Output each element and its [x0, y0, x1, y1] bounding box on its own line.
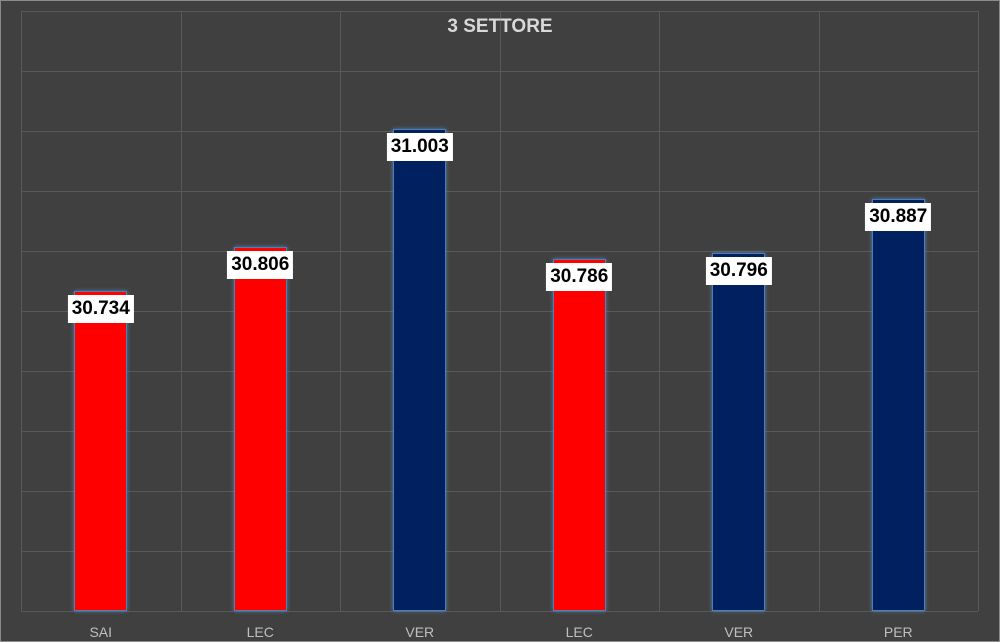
- x-tick-label: LEC: [565, 624, 593, 640]
- chart-title: 3 SETTORE: [447, 16, 553, 37]
- data-label: 31.003: [386, 133, 453, 162]
- vertical-gridline: [340, 11, 341, 611]
- horizontal-gridline: [21, 611, 978, 612]
- vertical-gridline: [659, 11, 660, 611]
- bar-ver[interactable]: [712, 253, 766, 611]
- x-tick-label: VER: [724, 624, 754, 640]
- data-label: 30.796: [705, 257, 772, 286]
- vertical-gridline: [499, 11, 501, 611]
- data-label: 30.734: [67, 294, 134, 323]
- x-tick-label: VER: [405, 624, 435, 640]
- vertical-gridline: [978, 11, 979, 611]
- bar-lec[interactable]: [552, 259, 606, 611]
- vertical-gridline: [21, 11, 22, 611]
- x-tick-label: LEC: [246, 624, 274, 640]
- bar-lec[interactable]: [233, 247, 287, 611]
- vertical-gridline: [180, 11, 182, 611]
- bar-per[interactable]: [871, 198, 925, 611]
- plot-area: [21, 11, 979, 612]
- data-label: 30.786: [546, 263, 613, 292]
- vertical-gridline: [818, 11, 820, 611]
- bar-sai[interactable]: [74, 290, 128, 611]
- x-tick-label: PER: [883, 624, 913, 640]
- x-tick-label: SAI: [89, 624, 113, 640]
- data-label: 30.806: [227, 251, 294, 280]
- bar-ver[interactable]: [393, 129, 447, 611]
- data-label: 30.887: [865, 202, 932, 231]
